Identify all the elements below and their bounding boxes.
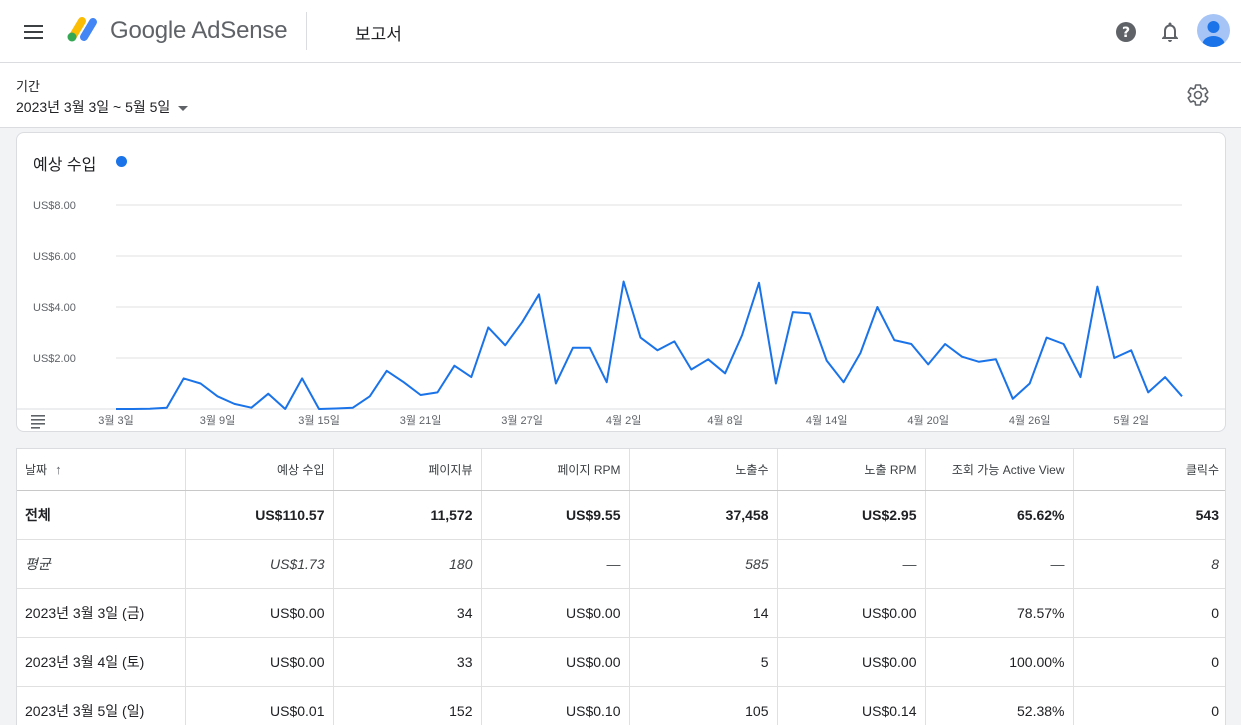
report-table: 날짜 ↑ 예상 수입 페이지뷰 페이지 RPM 노출수 노출 RPM 조회 가능 … — [17, 449, 1225, 725]
column-header-impression-rpm[interactable]: 노출 RPM — [777, 449, 926, 491]
y-tick-label: US$8.00 — [33, 200, 76, 212]
period-bar: 기간 2023년 3월 3일 ~ 5월 5일 — [0, 63, 1241, 128]
table-cell: — — [481, 539, 630, 589]
column-header-pageviews[interactable]: 페이지뷰 — [333, 449, 482, 491]
table-cell: 2023년 3월 3일 (금) — [17, 588, 186, 638]
table-cell: US$0.00 — [481, 637, 630, 687]
legend-dot — [116, 156, 127, 167]
header-divider — [306, 12, 307, 50]
adsense-logo-icon — [67, 17, 97, 42]
x-tick-label: 3월 9일 — [200, 413, 236, 427]
table-cell: 전체 — [17, 490, 186, 540]
x-tick-label: 4월 20일 — [907, 413, 949, 427]
y-tick-label: US$6.00 — [33, 251, 76, 263]
table-cell: US$0.00 — [777, 588, 926, 638]
table-cell: US$0.10 — [481, 686, 630, 725]
top-app-bar: Google AdSense 보고서 ? — [0, 0, 1241, 63]
table-cell: 37,458 — [629, 490, 778, 540]
dropdown-arrow-icon — [178, 105, 189, 111]
menu-icon[interactable] — [22, 20, 46, 44]
table-view-icon[interactable] — [30, 413, 46, 429]
table-cell: 8 — [1073, 539, 1225, 589]
table-cell: US$2.95 — [777, 490, 926, 540]
sort-arrow-up-icon: ↑ — [55, 461, 62, 477]
page-title: 보고서 — [355, 25, 402, 44]
x-tick-label: 3월 3일 — [98, 413, 134, 427]
brand-name: Google AdSense — [110, 17, 288, 44]
table-header-row: 날짜 ↑ 예상 수입 페이지뷰 페이지 RPM 노출수 노출 RPM 조회 가능 … — [17, 449, 1225, 491]
gear-icon[interactable] — [1186, 83, 1210, 107]
help-icon[interactable]: ? — [1114, 20, 1138, 44]
table-cell: 100.00% — [925, 637, 1074, 687]
table-cell: 0 — [1073, 588, 1225, 638]
table-cell: 14 — [629, 588, 778, 638]
person-icon — [1202, 21, 1225, 47]
table-cell: 11,572 — [333, 490, 482, 540]
table-cell: — — [925, 539, 1074, 589]
column-header-clicks[interactable]: 클릭수 — [1073, 449, 1225, 491]
total-row: 전체 US$110.57 11,572 US$9.55 37,458 US$2.… — [17, 490, 1225, 540]
average-row: 평균 US$1.73 180 — 585 — — 8 — [17, 539, 1225, 589]
table-cell: — — [777, 539, 926, 589]
table-cell: 180 — [333, 539, 482, 589]
table-cell: 152 — [333, 686, 482, 725]
table-cell: 2023년 3월 4일 (토) — [17, 637, 186, 687]
table-cell: US$9.55 — [481, 490, 630, 540]
column-header-date[interactable]: 날짜 ↑ — [17, 449, 186, 491]
x-tick-label: 3월 21일 — [400, 413, 442, 427]
column-header-label: 날짜 — [25, 462, 48, 477]
y-tick-label: US$2.00 — [33, 353, 76, 365]
account-avatar[interactable] — [1197, 14, 1230, 47]
svg-text:?: ? — [1122, 25, 1130, 41]
column-header-page-rpm[interactable]: 페이지 RPM — [481, 449, 630, 491]
table-cell: 543 — [1073, 490, 1225, 540]
table-cell: 52.38% — [925, 686, 1074, 725]
report-table-container: 날짜 ↑ 예상 수입 페이지뷰 페이지 RPM 노출수 노출 RPM 조회 가능 … — [16, 448, 1226, 725]
y-tick-label: US$4.00 — [33, 302, 76, 314]
table-cell: 0 — [1073, 686, 1225, 725]
column-header-active-view[interactable]: 조회 가능 Active View — [925, 449, 1074, 491]
notifications-icon[interactable] — [1158, 20, 1182, 44]
column-header-impressions[interactable]: 노출수 — [629, 449, 778, 491]
table-cell: US$0.14 — [777, 686, 926, 725]
period-value: 2023년 3월 3일 ~ 5월 5일 — [16, 99, 171, 115]
table-cell: US$0.01 — [185, 686, 334, 725]
x-tick-label: 3월 15일 — [298, 413, 340, 427]
table-cell: 33 — [333, 637, 482, 687]
table-cell: US$0.00 — [185, 588, 334, 638]
table-row: 2023년 3월 3일 (금) US$0.00 34 US$0.00 14 US… — [17, 588, 1225, 638]
chart-title: 예상 수입 — [33, 157, 97, 174]
series-line-earnings[interactable] — [116, 280, 1183, 410]
table-cell: US$0.00 — [481, 588, 630, 638]
table-cell: 65.62% — [925, 490, 1074, 540]
table-cell: US$0.00 — [777, 637, 926, 687]
table-cell: 평균 — [17, 539, 186, 589]
table-cell: US$0.00 — [185, 637, 334, 687]
table-cell: 5 — [629, 637, 778, 687]
column-header-earnings[interactable]: 예상 수입 — [185, 449, 334, 491]
earnings-line-chart: US$8.00 US$6.00 US$4.00 US$2.00 3월 3일 3월 9일 3월… — [17, 200, 1225, 427]
x-tick-label: 4월 26일 — [1009, 413, 1051, 427]
table-row: 2023년 3월 4일 (토) US$0.00 33 US$0.00 5 US$… — [17, 637, 1225, 687]
period-label: 기간 — [16, 79, 40, 94]
chart-card: 예상 수입 US$8.00 US$6.00 US$4.00 US$2.00 3월 3일 3… — [16, 132, 1226, 432]
table-row: 2023년 3월 5일 (일) US$0.01 152 US$0.10 105 … — [17, 686, 1225, 725]
period-selector[interactable]: 2023년 3월 3일 ~ 5월 5일 — [16, 97, 189, 117]
x-tick-label: 4월 8일 — [707, 413, 743, 427]
table-cell: 585 — [629, 539, 778, 589]
table-cell: 0 — [1073, 637, 1225, 687]
table-cell: US$1.73 — [185, 539, 334, 589]
table-cell: 2023년 3월 5일 (일) — [17, 686, 186, 725]
table-cell: 78.57% — [925, 588, 1074, 638]
x-tick-label: 5월 2일 — [1113, 413, 1149, 427]
x-tick-label: 4월 2일 — [606, 413, 642, 427]
report-content: 예상 수입 US$8.00 US$6.00 US$4.00 US$2.00 3월 3일 3… — [0, 128, 1241, 725]
table-cell: US$110.57 — [185, 490, 334, 540]
x-tick-label: 4월 14일 — [806, 413, 848, 427]
x-tick-label: 3월 27일 — [501, 413, 543, 427]
table-cell: 105 — [629, 686, 778, 725]
table-cell: 34 — [333, 588, 482, 638]
